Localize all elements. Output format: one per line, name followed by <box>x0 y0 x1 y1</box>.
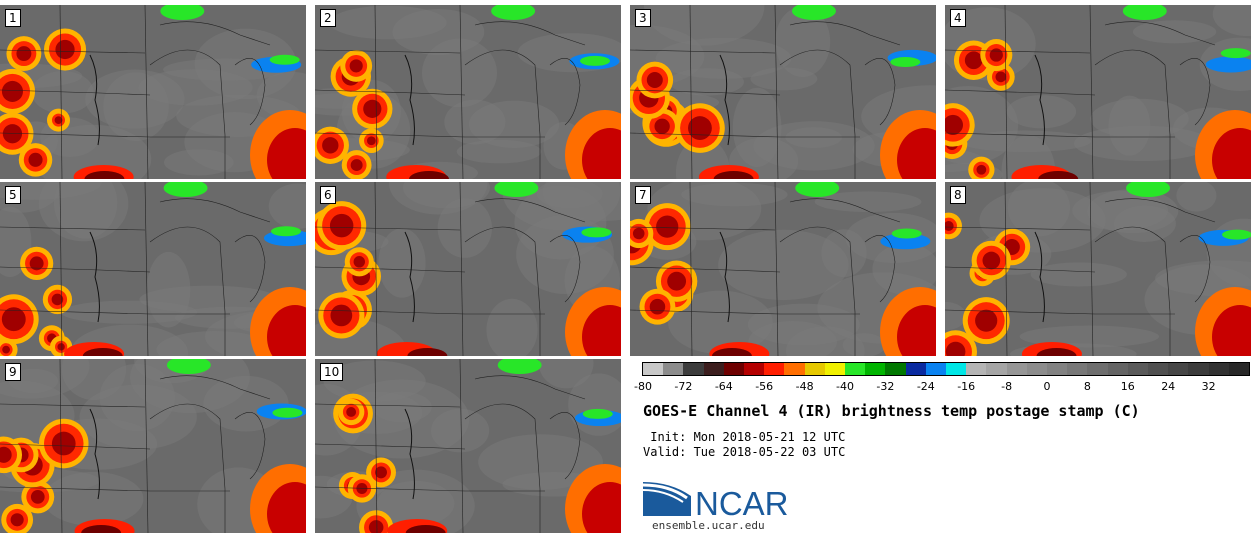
colorbar-segment <box>1006 363 1027 375</box>
panel-number-label: 6 <box>320 186 336 204</box>
colorbar-segment <box>784 363 805 375</box>
colorbar-segment <box>885 363 906 375</box>
colorbar-tick: -8 <box>1001 380 1013 393</box>
colorbar-segment <box>1168 363 1189 375</box>
colorbar-tick: -64 <box>714 380 733 393</box>
colorbar-segment <box>1127 363 1149 375</box>
panel-number-label: 7 <box>635 186 651 204</box>
satellite-map-image <box>0 182 306 356</box>
panel-number-label: 5 <box>5 186 21 204</box>
colorbar-tick: 0 <box>1043 380 1051 393</box>
panel-number-label: 10 <box>320 363 344 381</box>
colorbar-segment <box>845 363 866 375</box>
satellite-map-image <box>0 5 306 179</box>
colorbar-tick: -48 <box>795 380 814 393</box>
colorbar-tick: 24 <box>1161 380 1176 393</box>
ncar-logo: NCAR <box>642 478 793 522</box>
colorbar-segment <box>946 363 967 375</box>
colorbar-segment <box>1067 363 1088 375</box>
panel-number-label: 8 <box>950 186 966 204</box>
postage-stamp-panel: 9 <box>0 359 306 533</box>
colorbar-tick: 32 <box>1201 380 1216 393</box>
satellite-map-image <box>315 5 621 179</box>
satellite-map-image <box>630 182 936 356</box>
colorbar-segment <box>1026 363 1048 375</box>
colorbar-segment <box>1107 363 1128 375</box>
colorbar-segment <box>1188 363 1209 375</box>
colorbar-tick: -32 <box>876 380 895 393</box>
colorbar-tick: -24 <box>916 380 935 393</box>
colorbar-tick: -56 <box>755 380 774 393</box>
valid-time: Valid: Tue 2018-05-22 03 UTC <box>643 445 846 459</box>
colorbar-segment <box>1148 363 1169 375</box>
colorbar-segment <box>1087 363 1108 375</box>
colorbar-segment <box>1228 363 1250 375</box>
colorbar-segment <box>663 363 684 375</box>
postage-stamp-panel: 3 <box>630 5 936 179</box>
satellite-map-image <box>945 182 1251 356</box>
satellite-map-image <box>315 182 621 356</box>
colorbar-tick: -80 <box>634 380 652 393</box>
colorbar-segment <box>925 363 947 375</box>
panel-number-label: 9 <box>5 363 21 381</box>
postage-stamp-panel: 7 <box>630 182 936 356</box>
colorbar-segment <box>986 363 1007 375</box>
satellite-map-image <box>0 359 306 533</box>
satellite-map-image <box>630 5 936 179</box>
colorbar-segment <box>1047 363 1068 375</box>
colorbar-tick: -16 <box>957 380 976 393</box>
postage-stamp-panel: 4 <box>945 5 1251 179</box>
panel-number-label: 2 <box>320 9 336 27</box>
colorbar-tick: -40 <box>836 380 854 393</box>
colorbar-segment <box>804 363 825 375</box>
colorbar-segment <box>723 363 745 375</box>
colorbar-segment <box>744 363 765 375</box>
panel-number-label: 3 <box>635 9 651 27</box>
panel-number-label: 1 <box>5 9 21 27</box>
colorbar-tick: 8 <box>1083 380 1091 393</box>
postage-stamp-panel: 8 <box>945 182 1251 356</box>
colorbar-tick: 16 <box>1120 380 1135 393</box>
temperature-colorbar <box>642 362 1250 376</box>
panel-number-label: 4 <box>950 9 966 27</box>
init-time: Init: Mon 2018-05-21 12 UTC <box>643 430 846 444</box>
postage-stamp-panel: 1 <box>0 5 306 179</box>
colorbar-segment <box>703 363 724 375</box>
colorbar-segment <box>1208 363 1229 375</box>
postage-stamp-panel: 5 <box>0 182 306 356</box>
colorbar-segment <box>764 363 785 375</box>
satellite-map-image <box>315 359 621 533</box>
colorbar-segment <box>643 363 664 375</box>
postage-stamp-panel: 10 <box>315 359 621 533</box>
logo-url-text: ensemble.ucar.edu <box>652 519 765 532</box>
colorbar-segment <box>865 363 886 375</box>
colorbar-tick-labels: -80 -72 -64 -56 -48 -40 -32 -24 -16 -8 0 8 16 24 32 <box>634 380 1249 394</box>
satellite-map-image <box>945 5 1251 179</box>
postage-stamp-panel: 6 <box>315 182 621 356</box>
svg-text:NCAR: NCAR <box>695 485 789 518</box>
colorbar-segment <box>905 363 926 375</box>
colorbar-tick: -72 <box>674 380 693 393</box>
postage-stamp-panel: 2 <box>315 5 621 179</box>
colorbar-segment <box>824 363 846 375</box>
colorbar-segment <box>683 363 704 375</box>
figure-title: GOES-E Channel 4 (IR) brightness temp po… <box>643 402 1140 420</box>
colorbar-segment <box>966 363 987 375</box>
